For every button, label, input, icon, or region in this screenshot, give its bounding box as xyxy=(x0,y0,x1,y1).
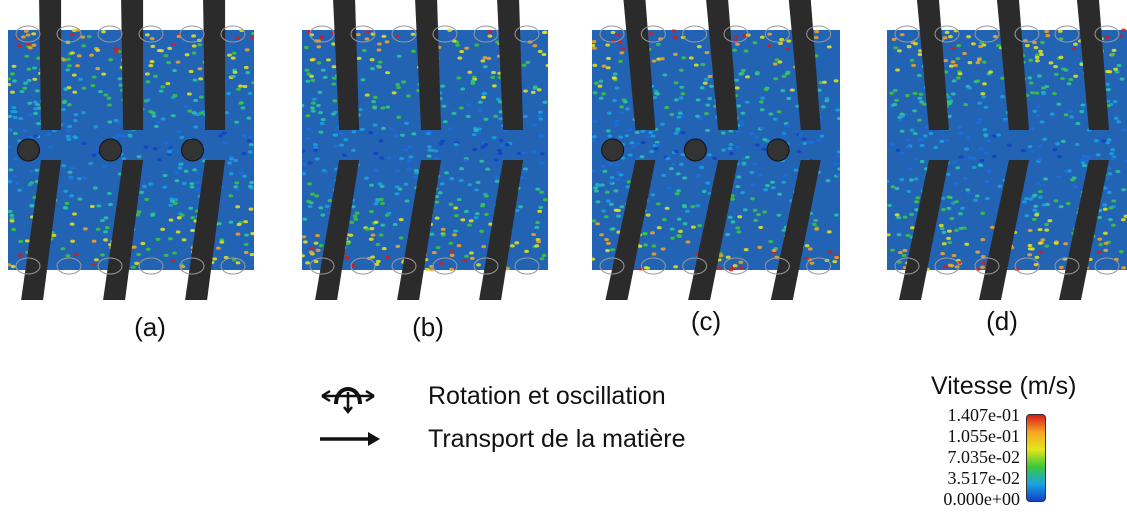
colorbar-tick: 1.055e-01 xyxy=(947,426,1020,446)
transport-label: Transport de la matière xyxy=(428,424,686,453)
simulation-panel-d xyxy=(887,0,1127,300)
transport-arrow-icon xyxy=(320,432,380,446)
colorbar-ticks: 1.407e-01 1.055e-01 7.035e-02 3.517e-02 … xyxy=(930,405,1020,510)
rotation-label: Rotation et oscillation xyxy=(428,381,666,410)
legend-rotation: Rotation et oscillation xyxy=(318,378,666,414)
colorbar-tick: 7.035e-02 xyxy=(947,447,1020,467)
particle-flow-image-c xyxy=(592,0,840,300)
simulation-panel-a xyxy=(8,0,254,300)
colorbar-gradient xyxy=(1026,414,1046,502)
panel-caption-a: (a) xyxy=(134,312,166,342)
panel-caption-b: (b) xyxy=(412,312,444,342)
particle-flow-image-d xyxy=(887,0,1127,300)
colorbar-tick: 1.407e-01 xyxy=(947,405,1020,425)
simulation-panel-b xyxy=(302,0,548,300)
particle-flow-image-b xyxy=(302,0,548,300)
legend-transport: Transport de la matière xyxy=(318,424,686,454)
particle-flow-image-a xyxy=(8,0,254,300)
colorbar-title: Vitesse (m/s) xyxy=(931,372,1077,400)
simulation-panel-c xyxy=(592,0,840,300)
rotation-oscillation-icon xyxy=(321,387,375,414)
panel-caption-d: (d) xyxy=(986,306,1018,336)
panel-caption-c: (c) xyxy=(690,306,722,336)
colorbar-tick: 3.517e-02 xyxy=(947,468,1020,488)
colorbar-tick: 0.000e+00 xyxy=(943,489,1020,509)
